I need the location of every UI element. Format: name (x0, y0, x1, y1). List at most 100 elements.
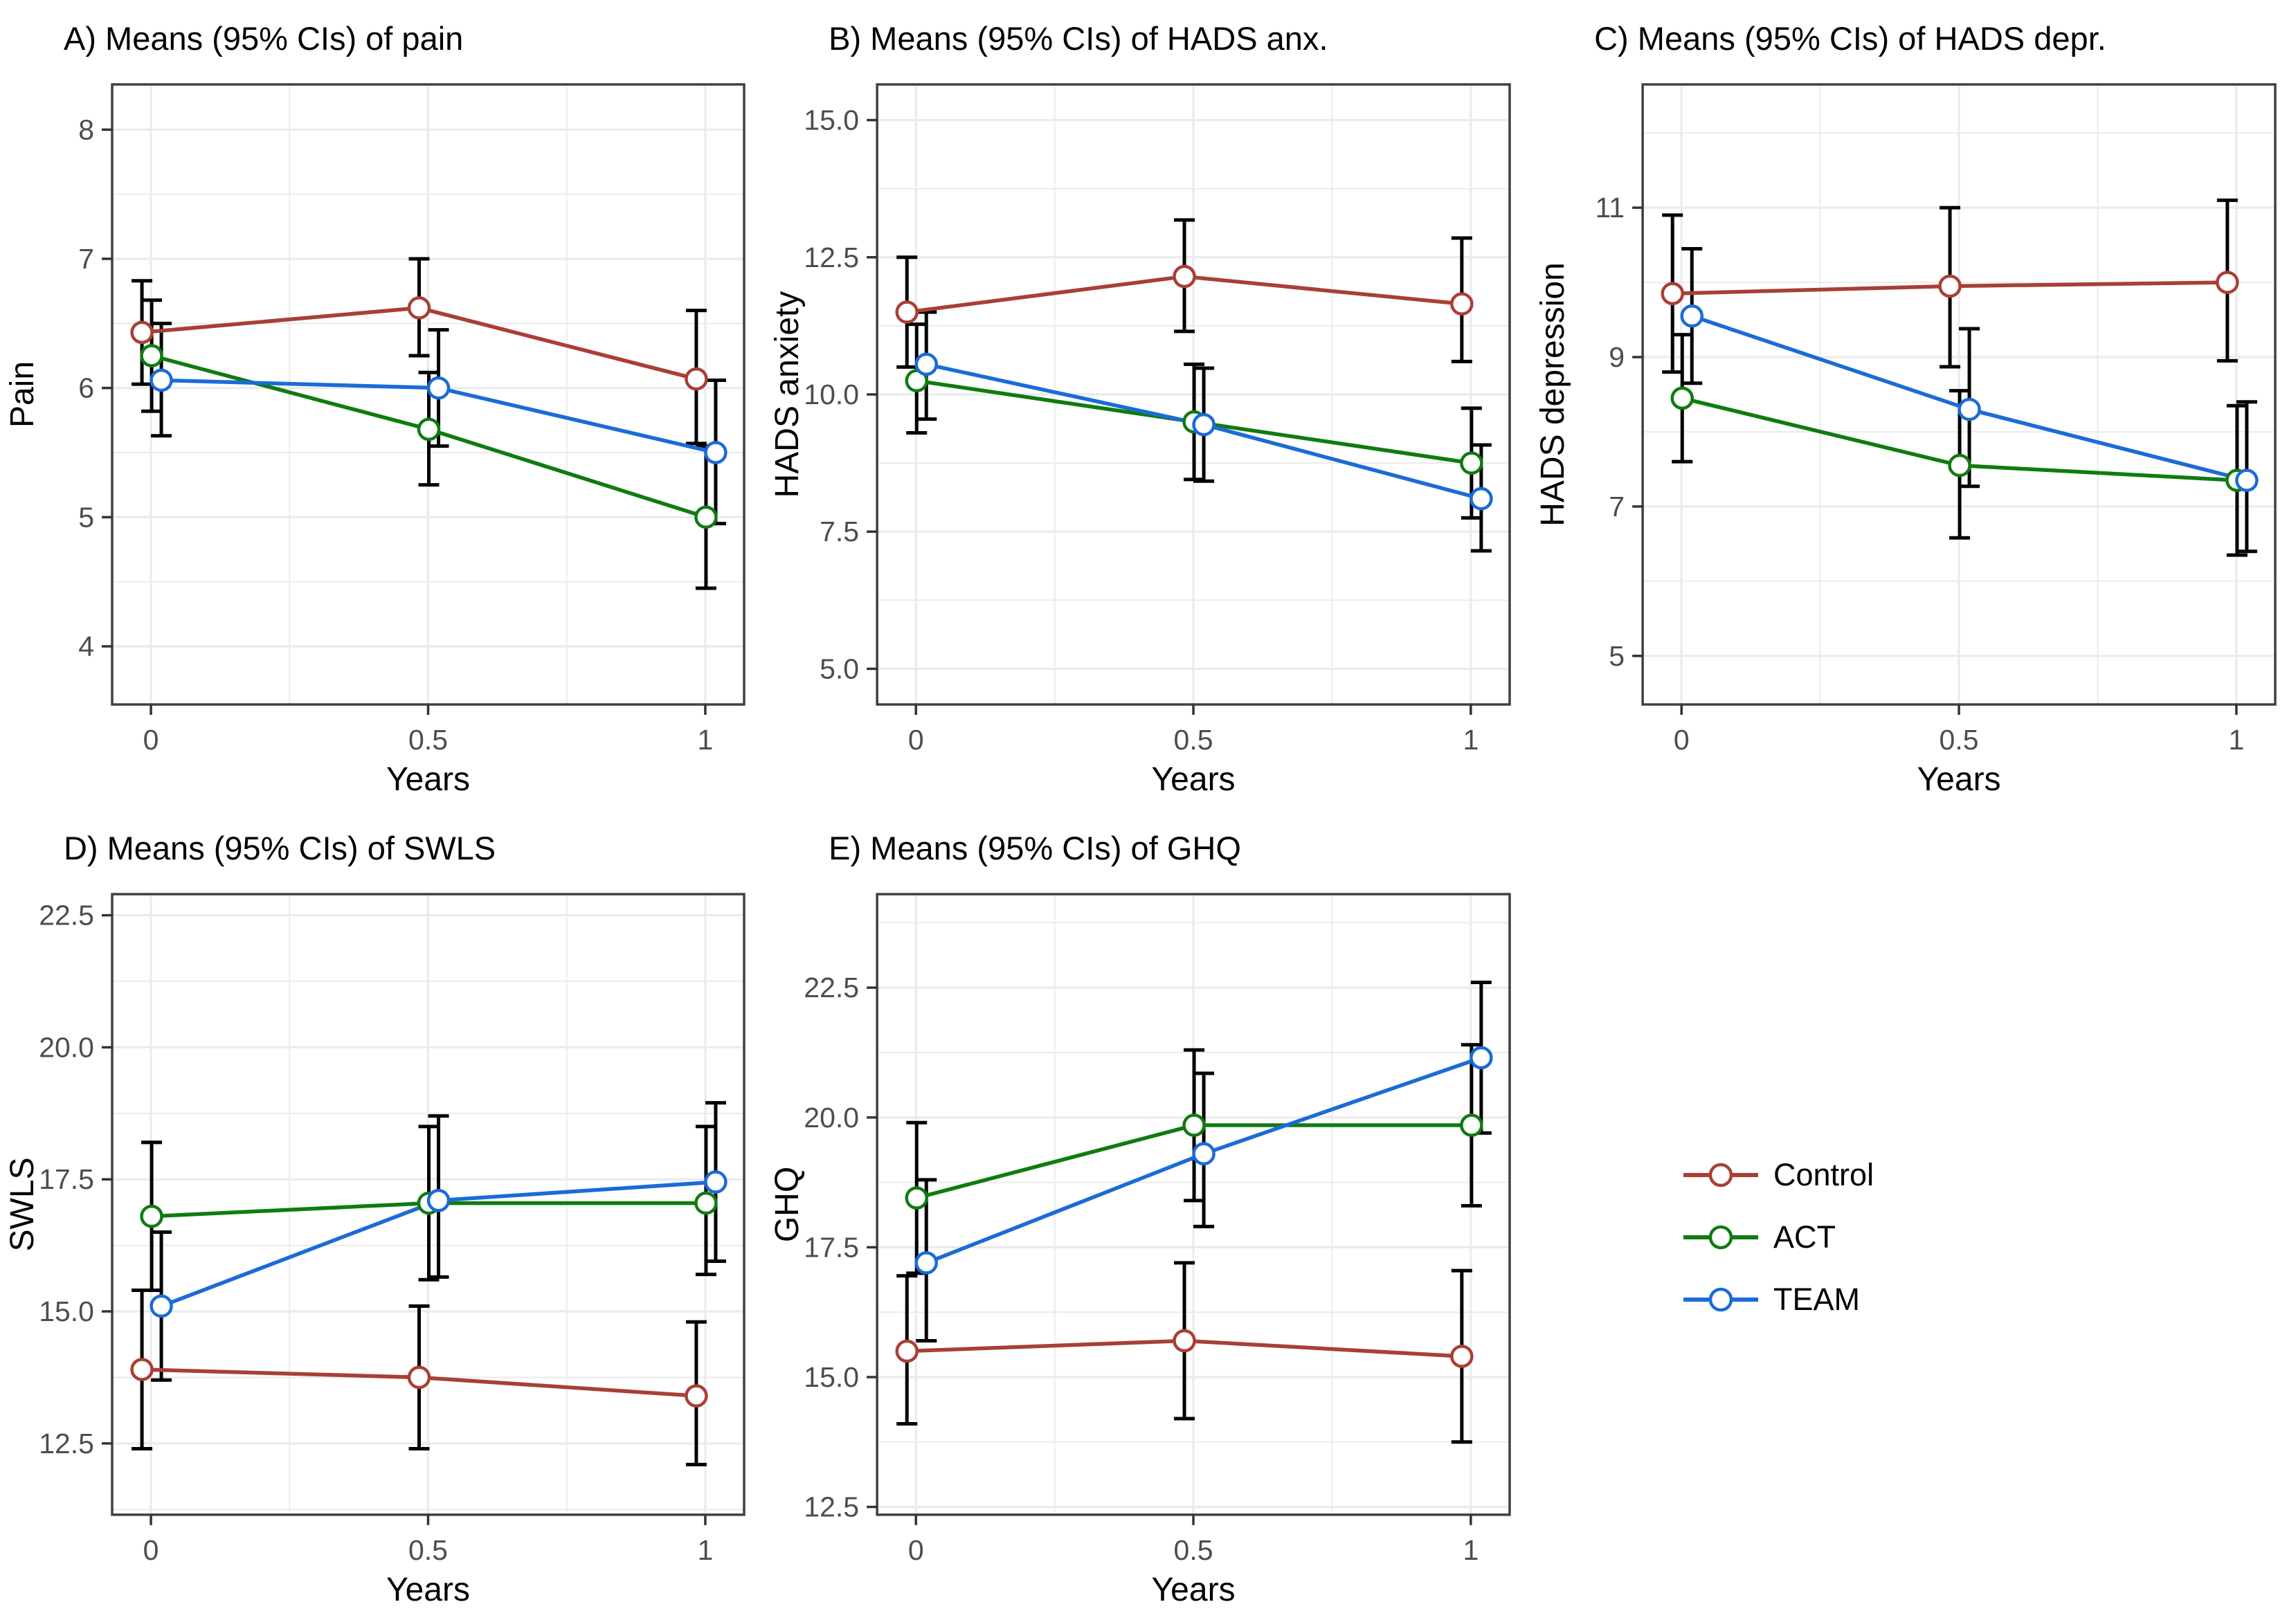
panel-title: B) Means (95% CIs) of HADS anx. (829, 20, 1328, 57)
data-point-control (895, 1339, 919, 1363)
x-axis-title: Years (386, 761, 470, 798)
data-point-team (914, 352, 939, 376)
y-tick-label: 5 (1609, 640, 1625, 672)
data-point-control (1173, 264, 1196, 289)
x-tick-label: 0 (1674, 724, 1690, 756)
panel-title: D) Means (95% CIs) of SWLS (64, 830, 496, 866)
data-point-control (2216, 271, 2239, 294)
panel-a-cell: 4 5 6 7 8 0 0.5 1 A) Means (95% CIs) of pain Year… (0, 0, 765, 810)
y-tick-label: 7 (78, 243, 94, 275)
data-point-team (1680, 304, 1704, 328)
panel-d-cell: 12.5 15.0 17.5 20.0 22.5 0 0.5 1 D) Means (95% C… (0, 810, 765, 1620)
data-point-act (1182, 1113, 1206, 1137)
data-point-team (1470, 1046, 1493, 1070)
data-point-team (150, 368, 173, 392)
y-tick-label: 15.0 (804, 104, 859, 136)
y-tick-label: 15.0 (39, 1295, 94, 1327)
y-tick-label: 5.0 (820, 653, 859, 684)
data-point-control (685, 367, 708, 391)
data-point-act (694, 505, 718, 529)
data-point-control (1938, 274, 1962, 298)
data-point-act (1460, 451, 1483, 475)
x-tick-label: 0.5 (1174, 724, 1213, 756)
panel-title: E) Means (95% CIs) of GHQ (829, 830, 1241, 866)
data-point-act (140, 344, 163, 367)
data-point-team (704, 441, 727, 464)
x-tick-label: 0.5 (408, 724, 448, 756)
data-point-team (704, 1170, 727, 1194)
y-tick-label: 7 (1609, 491, 1625, 522)
data-point-control (407, 296, 431, 320)
data-point-act (140, 1204, 163, 1228)
y-tick-label: 5 (78, 501, 94, 533)
x-axis-title: Years (1152, 1572, 1236, 1608)
x-axis-title: Years (1152, 761, 1236, 798)
y-tick-label: 20.0 (804, 1102, 859, 1134)
y-tick-label: 9 (1609, 341, 1625, 373)
y-tick-label: 12.5 (804, 1491, 859, 1523)
panel-e-cell: 12.5 15.0 17.5 20.0 22.5 0 0.5 1 E) Means (95% C… (765, 810, 1530, 1620)
data-point-act (1670, 386, 1694, 410)
data-point-team (914, 1251, 939, 1275)
y-tick-label: 10.0 (804, 379, 859, 410)
panel-c-cell: 5 7 9 11 0 0.5 1 C) Means (95% CIs) of HADS dep… (1530, 0, 2296, 810)
y-axis-title: GHQ (769, 1167, 806, 1242)
x-tick-label: 1 (1463, 1534, 1479, 1566)
x-tick-label: 0 (143, 1534, 159, 1566)
y-tick-label: 11 (1596, 192, 1625, 224)
data-point-team (1192, 412, 1215, 437)
data-point-team (426, 376, 451, 400)
x-tick-label: 0 (908, 1534, 924, 1566)
legend-label-control: Control (1773, 1157, 1874, 1192)
chart-panel-d-swls: 12.5 15.0 17.5 20.0 22.5 0 0.5 1 D) Means (95% C… (0, 810, 765, 1620)
data-point-act (1460, 1113, 1483, 1137)
y-tick-label: 15.0 (804, 1361, 859, 1393)
x-tick-label: 0.5 (408, 1534, 448, 1566)
legend-key-team-icon (1683, 1287, 1758, 1312)
data-point-control (407, 1365, 431, 1390)
chart-panel-c-hads-depression: 5 7 9 11 0 0.5 1 C) Means (95% CIs) of HADS dep… (1530, 0, 2296, 810)
data-point-act (905, 369, 929, 392)
x-tick-label: 1 (2228, 724, 2244, 756)
y-axis-title: Pain (4, 361, 41, 428)
legend-label-act: ACT (1773, 1219, 1836, 1255)
data-point-team (1958, 397, 1981, 421)
legend-entry-team: TEAM (1679, 1284, 1860, 1316)
y-tick-label: 4 (78, 630, 94, 662)
y-tick-label: 17.5 (39, 1163, 94, 1195)
data-point-control (1450, 292, 1474, 316)
panel-title: C) Means (95% CIs) of HADS depr. (1594, 20, 2106, 57)
data-point-control (130, 1358, 154, 1381)
y-tick-label: 12.5 (39, 1428, 94, 1459)
panel-b-cell: 5.0 7.5 10.0 12.5 15.0 0 0.5 1 B) Means (95% CIs… (765, 0, 1530, 810)
data-point-control (685, 1384, 708, 1408)
legend-label-team: TEAM (1773, 1282, 1861, 1317)
data-point-act (1948, 453, 1971, 477)
x-axis-title: Years (386, 1572, 470, 1608)
panel-title: A) Means (95% CIs) of pain (64, 20, 463, 57)
y-axis-title: HADS anxiety (769, 291, 806, 498)
data-point-act (694, 1191, 718, 1215)
legend-key-control-icon (1683, 1163, 1758, 1187)
data-point-control (895, 300, 919, 324)
x-tick-label: 0.5 (1174, 1534, 1213, 1566)
x-tick-label: 0 (908, 724, 924, 756)
x-tick-label: 1 (1463, 724, 1479, 756)
chart-panel-b-hads-anxiety: 5.0 7.5 10.0 12.5 15.0 0 0.5 1 B) Means (95% CIs… (765, 0, 1530, 810)
chart-panel-a-pain: 4 5 6 7 8 0 0.5 1 A) Means (95% CIs) of pain Year… (0, 0, 765, 810)
legend-key-act-icon (1683, 1225, 1758, 1250)
legend: Control ACT TEAM (1530, 810, 2296, 1620)
y-axis-title: HADS depression (1535, 262, 1571, 526)
legend-entry-act: ACT (1679, 1221, 1836, 1253)
x-axis-title: Years (1917, 761, 2001, 798)
y-tick-label: 7.5 (820, 516, 859, 547)
x-tick-label: 1 (698, 724, 714, 756)
data-point-act (905, 1186, 929, 1210)
y-axis-title: SWLS (4, 1157, 41, 1251)
data-point-control (1173, 1329, 1196, 1353)
x-tick-label: 0 (143, 724, 159, 756)
x-tick-label: 1 (698, 1534, 714, 1566)
y-tick-label: 8 (78, 113, 94, 145)
data-point-control (1661, 282, 1685, 306)
